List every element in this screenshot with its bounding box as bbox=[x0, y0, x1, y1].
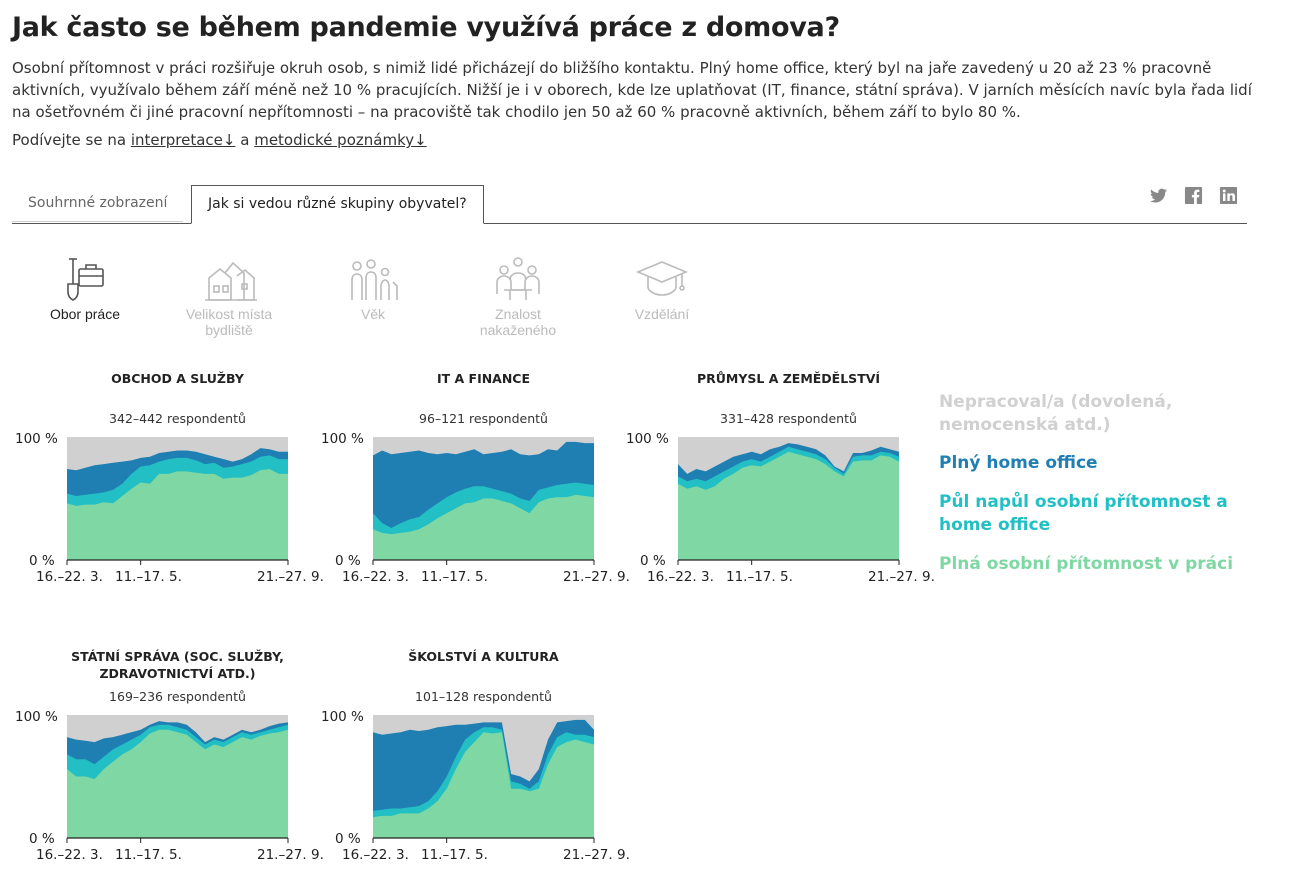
shovel-briefcase-icon bbox=[67, 258, 104, 301]
x-tick-label: 21.–27. 9. bbox=[563, 847, 630, 863]
intro-text: Osobní přítomnost v práci rozšiřuje okru… bbox=[12, 59, 1252, 121]
x-tick-label: 16.–22. 3. bbox=[342, 847, 409, 863]
category-velikost-mista[interactable]: Velikost místa bydliště bbox=[169, 256, 289, 338]
x-tick-label: 16.–22. 3. bbox=[36, 569, 103, 585]
area-full-home-office bbox=[67, 721, 288, 838]
x-tick-label: 11.–17. 5. bbox=[115, 569, 182, 585]
y-tick-label: 0 % bbox=[29, 831, 55, 847]
area-half-half bbox=[67, 455, 288, 560]
category-label: Věk bbox=[360, 306, 386, 322]
people-meeting-icon bbox=[496, 257, 540, 300]
x-tick-label: 16.–22. 3. bbox=[647, 569, 714, 585]
area-full-home-office bbox=[373, 441, 594, 560]
chart-title-line2: ZDRAVOTNICTVÍ ATD.) bbox=[99, 666, 255, 681]
y-tick-label: 0 % bbox=[335, 831, 361, 847]
chart-title: STÁTNÍ SPRÁVA (SOC. SLUŽBY, bbox=[71, 649, 284, 664]
tab-population-groups[interactable]: Jak si vedou různé skupiny obyvatel? bbox=[191, 185, 484, 224]
chart-subtitle: 96–121 respondentů bbox=[419, 411, 548, 426]
area-full-home-office bbox=[67, 448, 288, 560]
area-not-working bbox=[373, 437, 594, 560]
area-half-half bbox=[373, 482, 594, 560]
see-mid: a bbox=[235, 131, 255, 149]
chart-title: PRŮMYSL A ZEMĚDĚLSTVÍ bbox=[697, 371, 880, 386]
x-tick-label: 16.–22. 3. bbox=[342, 569, 409, 585]
area-half-half bbox=[67, 724, 288, 838]
see-also: Podívejte se na interpretace↓ a metodick… bbox=[12, 131, 427, 149]
see-prefix: Podívejte se na bbox=[12, 131, 131, 149]
category-label: Obor práce bbox=[49, 306, 121, 322]
x-tick-label: 11.–17. 5. bbox=[115, 847, 182, 863]
category-label: Vzdělání bbox=[634, 306, 690, 322]
page-title: Jak často se během pandemie využívá prác… bbox=[12, 12, 840, 43]
legend-half-half: Půl napůl osobní přítomnost a home offic… bbox=[939, 492, 1228, 535]
chart-title: ŠKOLSTVÍ A KULTURA bbox=[408, 649, 559, 664]
legend-full-office: Plná osobní přítomnost v práci bbox=[939, 554, 1234, 574]
category-vek[interactable]: Věk bbox=[313, 256, 433, 322]
area-full-office bbox=[67, 469, 288, 560]
graduation-cap-icon bbox=[635, 261, 689, 296]
chart-title: OBCHOD A SLUŽBY bbox=[111, 371, 245, 386]
x-tick-label: 21.–27. 9. bbox=[257, 847, 324, 863]
x-tick-label: 21.–27. 9. bbox=[868, 569, 935, 585]
area-not-working bbox=[373, 715, 594, 838]
chart-subtitle: 342–442 respondentů bbox=[109, 411, 246, 426]
area-not-working bbox=[67, 715, 288, 838]
link-interpretation[interactable]: interpretace↓ bbox=[130, 131, 236, 149]
people-ages-icon bbox=[351, 259, 398, 300]
area-full-office bbox=[373, 494, 594, 560]
linkedin-icon[interactable] bbox=[1219, 186, 1238, 205]
chart-subtitle: 101–128 respondentů bbox=[415, 689, 552, 704]
area-not-working bbox=[67, 437, 288, 560]
tab-bar: Souhrnné zobrazení Jak si vedou různé sk… bbox=[12, 185, 1247, 224]
facebook-icon[interactable] bbox=[1184, 186, 1203, 205]
category-vzdelani[interactable]: Vzdělání bbox=[602, 256, 722, 322]
x-tick-label: 21.–27. 9. bbox=[257, 569, 324, 585]
x-tick-label: 21.–27. 9. bbox=[563, 569, 630, 585]
y-tick-label: 0 % bbox=[640, 553, 666, 569]
area-full-office bbox=[67, 729, 288, 838]
category-obor-prace[interactable]: Obor práce bbox=[25, 256, 145, 322]
chart-title: IT A FINANCE bbox=[437, 371, 530, 386]
category-label: Znalost nakaženého bbox=[479, 306, 557, 338]
y-tick-label: 100 % bbox=[626, 431, 669, 447]
chart-subtitle: 169–236 respondentů bbox=[109, 689, 246, 704]
x-tick-label: 11.–17. 5. bbox=[421, 569, 488, 585]
area-full-office bbox=[678, 451, 899, 560]
area-full-office bbox=[373, 732, 594, 838]
x-tick-label: 16.–22. 3. bbox=[36, 847, 103, 863]
y-tick-label: 100 % bbox=[15, 431, 58, 447]
x-tick-label: 11.–17. 5. bbox=[726, 569, 793, 585]
houses-icon bbox=[205, 261, 257, 301]
area-full-home-office bbox=[373, 719, 594, 838]
y-tick-label: 100 % bbox=[321, 431, 364, 447]
area-half-half bbox=[373, 727, 594, 838]
legend-full-home-office: Plný home office bbox=[939, 453, 1098, 473]
area-half-half bbox=[678, 446, 899, 560]
area-full-home-office bbox=[678, 443, 899, 560]
x-tick-label: 11.–17. 5. bbox=[421, 847, 488, 863]
twitter-icon[interactable] bbox=[1149, 186, 1168, 205]
tab-summary[interactable]: Souhrnné zobrazení bbox=[12, 185, 184, 222]
y-tick-label: 0 % bbox=[335, 553, 361, 569]
category-znalost-nakazeneho[interactable]: Znalost nakaženého bbox=[458, 256, 578, 338]
y-tick-label: 100 % bbox=[321, 709, 364, 725]
link-method-notes[interactable]: metodické poznámky↓ bbox=[254, 131, 427, 149]
legend-not-working: Nepracoval/a (dovolená, nemocenská atd.) bbox=[939, 392, 1173, 435]
y-tick-label: 100 % bbox=[15, 709, 58, 725]
category-label: Velikost místa bydliště bbox=[185, 306, 273, 338]
y-tick-label: 0 % bbox=[29, 553, 55, 569]
chart-subtitle: 331–428 respondentů bbox=[720, 411, 857, 426]
area-not-working bbox=[678, 437, 899, 560]
